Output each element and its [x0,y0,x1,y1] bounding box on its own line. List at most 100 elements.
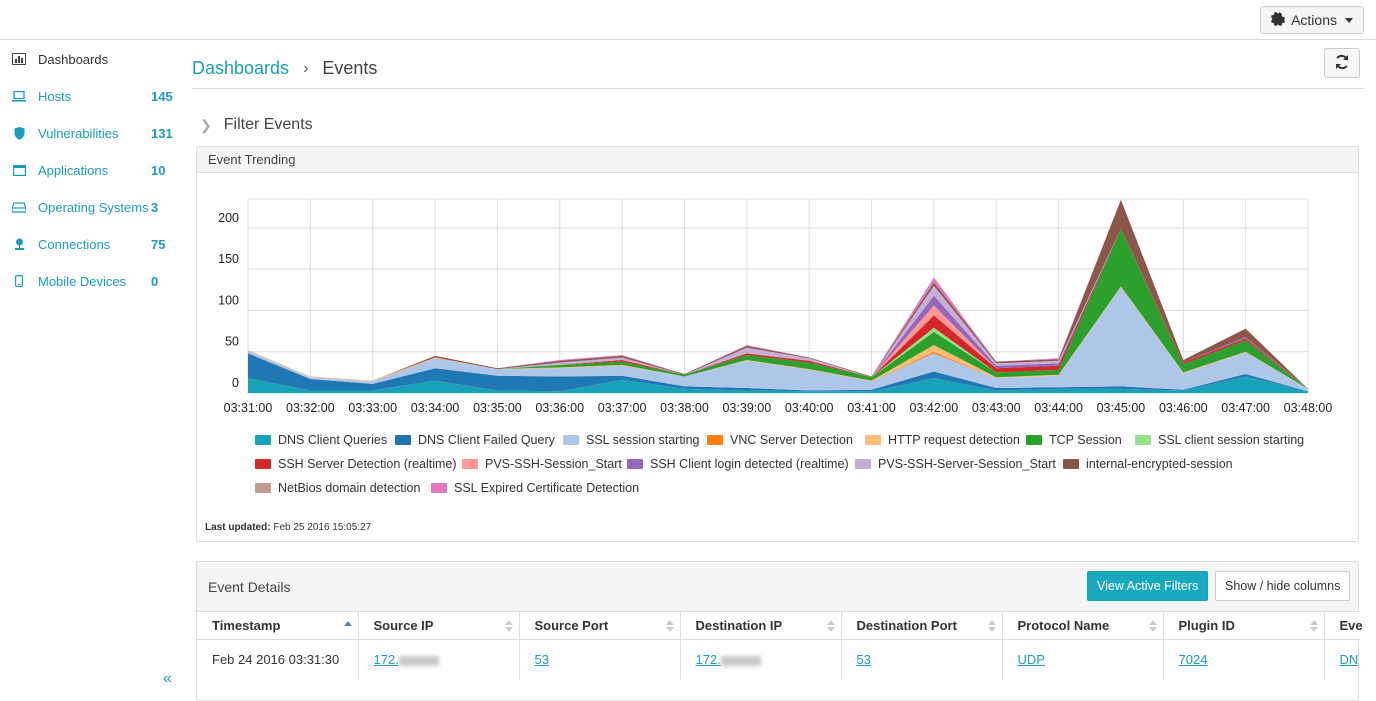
column-header-destination-ip[interactable]: Destination IP [680,611,842,640]
cell-protocol[interactable]: UDP [1002,639,1164,680]
y-tick-label: 200 [218,211,239,225]
cell-event[interactable]: DN [1324,640,1360,680]
source-ip-link[interactable]: 172. [374,652,439,667]
y-tick-label: 0 [232,376,239,390]
x-tick-label: 03:45:00 [1097,401,1146,415]
sidebar-item-label: Dashboards [38,51,109,67]
area-dns-client-queries [248,376,1308,393]
legend-swatch [462,459,478,469]
last-updated: Last updated: Feb 25 2016 15:05:27 [205,522,371,533]
source-port-link[interactable]: 53 [534,652,549,668]
legend-swatch [395,435,411,445]
x-tick-label: 03:32:00 [286,401,335,415]
cell-destination-ip[interactable]: 172. [680,639,842,680]
legend-item[interactable]: PVS-SSH-Session_Start [462,457,622,471]
chevron-right-icon: ❯ [200,116,212,133]
legend-swatch [855,459,871,469]
column-header-protocol-name[interactable]: Protocol Name [1002,611,1164,640]
column-label: Source IP [373,618,434,633]
column-header-source-port[interactable]: Source Port [519,611,681,640]
legend-item[interactable]: SSH Client login detected (realtime) [627,457,849,471]
legend-label: DNS Client Failed Query [418,433,555,447]
filter-events-toggle[interactable]: ❯ Filter Events [200,116,313,134]
sidebar-item-hosts[interactable]: Hosts 145 [12,86,177,106]
legend-item[interactable]: VNC Server Detection [707,433,853,447]
redacted-text [720,655,761,666]
legend-item[interactable]: SSL Expired Certificate Detection [431,481,639,495]
refresh-button[interactable] [1324,48,1360,78]
x-tick-label: 03:43:00 [972,401,1021,415]
legend-item[interactable]: SSH Server Detection (realtime) [255,457,457,471]
sidebar: Dashboards Hosts 145 Vulnerabilities 131… [0,40,185,698]
mobile-devices-count: 0 [151,273,159,289]
sidebar-item-label: Mobile Devices [38,273,127,289]
event-link[interactable]: DN [1339,652,1359,668]
legend-item[interactable]: DNS Client Failed Query [395,433,555,447]
cell-source-port[interactable]: 53 [519,639,681,680]
plugin-id-link[interactable]: 7024 [1178,652,1208,668]
legend-swatch [431,483,447,493]
legend-label: NetBios domain detection [278,481,421,495]
legend-item[interactable]: TCP Session [1026,433,1122,447]
x-tick-label: 03:40:00 [785,401,834,415]
legend-item[interactable]: NetBios domain detection [255,481,420,495]
protocol-link[interactable]: UDP [1017,652,1045,668]
event-trending-panel: Event Trending 0 50 100 150 200 03:31:00 03:32… [196,146,1359,542]
sidebar-item-operating-systems[interactable]: Operating Systems 3 [12,197,177,217]
x-tick-label: 03:41:00 [847,401,896,415]
legend-item[interactable]: internal-encrypted-session [1063,457,1233,471]
legend-item[interactable]: HTTP request detection [865,433,1020,447]
column-label: Timestamp [212,618,281,633]
show-hide-columns-button[interactable]: Show / hide columns [1215,571,1351,601]
x-tick-label: 03:36:00 [535,401,584,415]
legend-swatch [865,435,881,445]
sidebar-item-dashboards[interactable]: Dashboards [12,49,177,69]
column-header-event[interactable]: Eve [1324,611,1363,640]
legend-item[interactable]: SSL session starting [563,433,699,447]
legend-label: PVS-SSH-Server-Session_Start [878,457,1056,471]
x-tick-label: 03:44:00 [1034,401,1083,415]
legend-swatch [255,435,271,445]
event-trending-title: Event Trending [197,147,1358,173]
applications-count: 10 [151,162,166,178]
cell-source-ip[interactable]: 172. [358,639,520,680]
legend-label: SSL client session starting [1158,433,1305,447]
breadcrumb-separator: › [303,59,309,77]
legend-label: VNC Server Detection [730,433,853,447]
breadcrumb-dashboards-link[interactable]: Dashboards [192,58,290,78]
column-header-timestamp[interactable]: Timestamp [197,611,359,640]
actions-button[interactable]: Actions [1260,6,1364,34]
sort-icon [987,620,996,632]
page-title: Events [322,58,378,78]
top-bar: Actions [0,0,1376,40]
legend-item[interactable]: PVS-SSH-Server-Session_Start [855,457,1056,471]
sidebar-item-mobile-devices[interactable]: Mobile Devices 0 [12,271,177,291]
x-tick-label: 03:35:00 [473,401,522,415]
y-tick-label: 150 [218,252,239,266]
x-tick-label: 03:37:00 [598,401,647,415]
legend-label: SSH Client login detected (realtime) [650,457,849,471]
destination-port-link[interactable]: 53 [856,652,871,668]
column-header-source-ip[interactable]: Source IP [358,611,520,640]
column-label: Plugin ID [1178,618,1235,633]
breadcrumb: Dashboards › Events [192,58,377,79]
cell-destination-port[interactable]: 53 [841,639,1003,680]
last-updated-label: Last updated: [205,522,271,533]
legend-swatch [707,435,723,445]
operating-systems-count: 3 [151,199,159,215]
sidebar-item-vulnerabilities[interactable]: Vulnerabilities 131 [12,123,177,143]
legend-label: DNS Client Queries [278,433,388,447]
view-active-filters-button[interactable]: View Active Filters [1087,571,1209,601]
sidebar-item-connections[interactable]: Connections 75 [12,234,177,254]
legend-item[interactable]: DNS Client Queries [255,433,387,447]
sidebar-item-label: Vulnerabilities [38,125,119,141]
cell-plugin-id[interactable]: 7024 [1163,639,1325,680]
collapse-sidebar-button[interactable]: « [163,670,172,687]
destination-ip-link[interactable]: 172. [696,652,761,667]
sort-icon [826,620,835,632]
x-tick-label: 03:38:00 [660,401,709,415]
column-header-destination-port[interactable]: Destination Port [841,611,1003,640]
sidebar-item-applications[interactable]: Applications 10 [12,160,177,180]
column-header-plugin-id[interactable]: Plugin ID [1163,611,1325,640]
legend-item[interactable]: SSL client session starting [1135,433,1304,447]
